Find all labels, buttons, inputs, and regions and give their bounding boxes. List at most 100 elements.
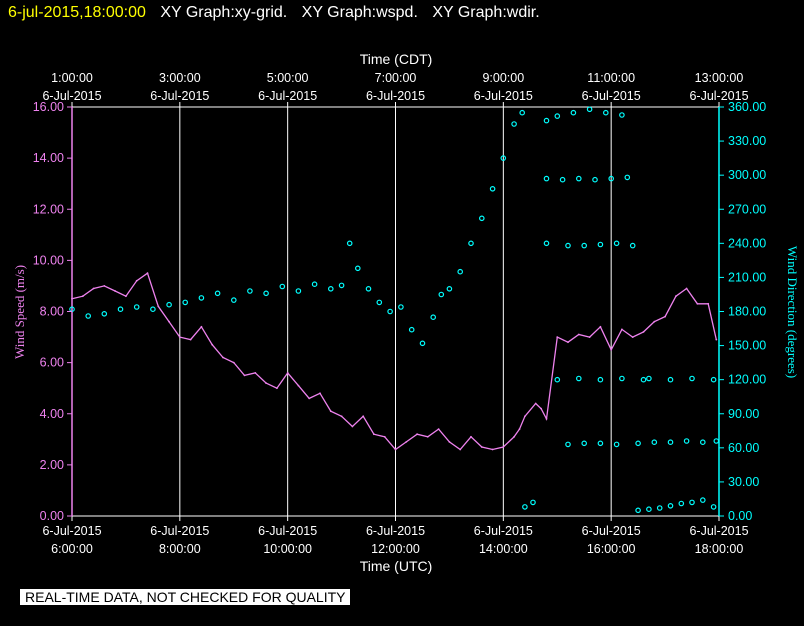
- wind-speed-point: [340, 415, 343, 418]
- x-top-tick-label-date: 6-Jul-2015: [474, 89, 533, 103]
- header-graph-wdir: XY Graph:wdir.: [432, 4, 540, 21]
- wind-speed-point: [715, 338, 718, 341]
- wind-direction-point: [354, 265, 361, 272]
- wind-direction-point: [646, 375, 652, 382]
- wind-direction-point: [710, 376, 717, 383]
- wind-direction-point: [489, 186, 496, 192]
- x-top-tick-label-time: 7:00:00: [375, 71, 417, 85]
- wind-direction-point: [85, 313, 92, 319]
- x-tick-label-time: 18:00:00: [695, 542, 744, 556]
- wind-direction-point: [522, 504, 528, 510]
- y-tick-label-left: 2.00: [40, 458, 64, 472]
- wind-speed-point: [362, 415, 365, 418]
- quality-notice: REAL-TIME DATA, NOT CHECKED FOR QUALITY: [20, 589, 351, 605]
- wind-direction-point: [543, 175, 550, 182]
- wind-speed-point: [351, 425, 354, 428]
- wind-speed-point: [685, 287, 688, 290]
- wind-speed-point: [135, 279, 138, 282]
- y-tick-label-left: 16.00: [33, 100, 64, 114]
- wind-direction-point: [608, 175, 615, 182]
- wind-direction-point: [667, 502, 674, 509]
- x-top-tick-label-time: 9:00:00: [482, 71, 524, 85]
- wind-direction-point: [311, 281, 318, 288]
- wind-speed-point: [610, 348, 613, 351]
- wind-speed-point: [319, 392, 321, 395]
- wind-speed-point: [114, 290, 116, 292]
- wind-direction-point: [117, 306, 124, 313]
- y-tick-label-left: 6.00: [40, 356, 64, 370]
- header-graph-xy-grid: XY Graph:xy-grid.: [160, 4, 288, 21]
- x-top-tick-label-time: 1:00:00: [51, 71, 93, 85]
- wind-speed-point: [588, 336, 591, 338]
- wind-direction-point: [581, 440, 588, 447]
- wind-direction-point: [398, 304, 404, 310]
- y-tick-label-left: 0.00: [40, 509, 64, 523]
- y-tick-label-right: 60.00: [728, 441, 759, 455]
- wind-speed-point: [383, 435, 386, 438]
- wind-direction-point: [457, 268, 464, 275]
- wind-speed-point: [621, 328, 623, 331]
- wind-direction-point: [554, 376, 561, 383]
- wind-direction-point: [651, 439, 658, 446]
- y-tick-label-left: 4.00: [40, 407, 64, 421]
- wind-speed-point: [81, 295, 84, 298]
- x-tick-label-date: 6-Jul-2015: [258, 524, 317, 538]
- wind-direction-point: [408, 326, 415, 333]
- wind-speed-point: [297, 384, 300, 387]
- wind-direction-point: [581, 242, 588, 249]
- y-tick-label-right: 30.00: [728, 475, 759, 489]
- wind-speed-point: [502, 446, 505, 448]
- wind-direction-point: [597, 440, 604, 447]
- wind-direction-point: [182, 299, 189, 306]
- wind-speed-point: [416, 433, 418, 436]
- wind-speed-point: [707, 302, 710, 305]
- wind-speed-point: [556, 336, 559, 338]
- y-tick-label-right: 0.00: [728, 509, 752, 523]
- wind-speed-point: [518, 428, 521, 430]
- wind-direction-point: [678, 500, 685, 507]
- graph-header: 6-jul-2015,18:00:00 XY Graph:xy-grid. XY…: [8, 4, 540, 22]
- wind-direction-point: [419, 340, 426, 347]
- wind-direction-point: [699, 497, 706, 503]
- wind-direction-point: [511, 121, 517, 127]
- wind-direction-point: [346, 240, 353, 247]
- wind-speed-point: [125, 295, 127, 298]
- wind-speed-point: [308, 397, 311, 400]
- wind-direction-point: [327, 285, 334, 292]
- x-top-tick-label-date: 6-Jul-2015: [150, 89, 209, 103]
- wind-direction-point: [602, 109, 609, 116]
- y-tick-label-right: 90.00: [728, 407, 759, 421]
- wind-speed-point: [642, 331, 645, 333]
- y-tick-label-left: 12.00: [33, 202, 64, 216]
- wind-speed-point: [577, 333, 580, 336]
- wind-speed-point: [437, 428, 440, 430]
- wind-speed-point: [103, 285, 106, 287]
- wind-direction-point: [646, 506, 652, 513]
- wind-direction-point: [446, 285, 453, 292]
- wind-direction-point: [683, 438, 690, 444]
- wind-direction-point: [559, 176, 566, 183]
- wind-speed-point: [200, 325, 203, 328]
- x-top-tick-label-date: 6-Jul-2015: [689, 89, 748, 103]
- wind-direction-point: [231, 297, 237, 303]
- x-top-tick-label-time: 11:00:00: [587, 71, 635, 85]
- wind-speed-point: [540, 407, 542, 410]
- wind-direction-point: [530, 499, 536, 506]
- wind-direction-point: [575, 375, 582, 382]
- wind-direction-point: [198, 295, 205, 301]
- wind-speed-point: [178, 336, 181, 338]
- wind-speed-point: [157, 305, 160, 308]
- wind-speed-point: [426, 435, 429, 438]
- wind-speed-point: [675, 295, 677, 298]
- wind-direction-point: [656, 505, 663, 511]
- wind-speed-point: [168, 320, 171, 323]
- wind-direction-point: [519, 109, 526, 116]
- wind-direction-point: [468, 240, 474, 247]
- wind-speed-point: [696, 302, 699, 305]
- y-tick-label-right: 360.00: [728, 100, 766, 114]
- wind-direction-point: [279, 283, 286, 290]
- wind-direction-point: [629, 242, 636, 249]
- wind-direction-point: [565, 441, 571, 448]
- x-tick-label-date: 6-Jul-2015: [42, 524, 101, 538]
- wind-direction-point: [247, 288, 253, 294]
